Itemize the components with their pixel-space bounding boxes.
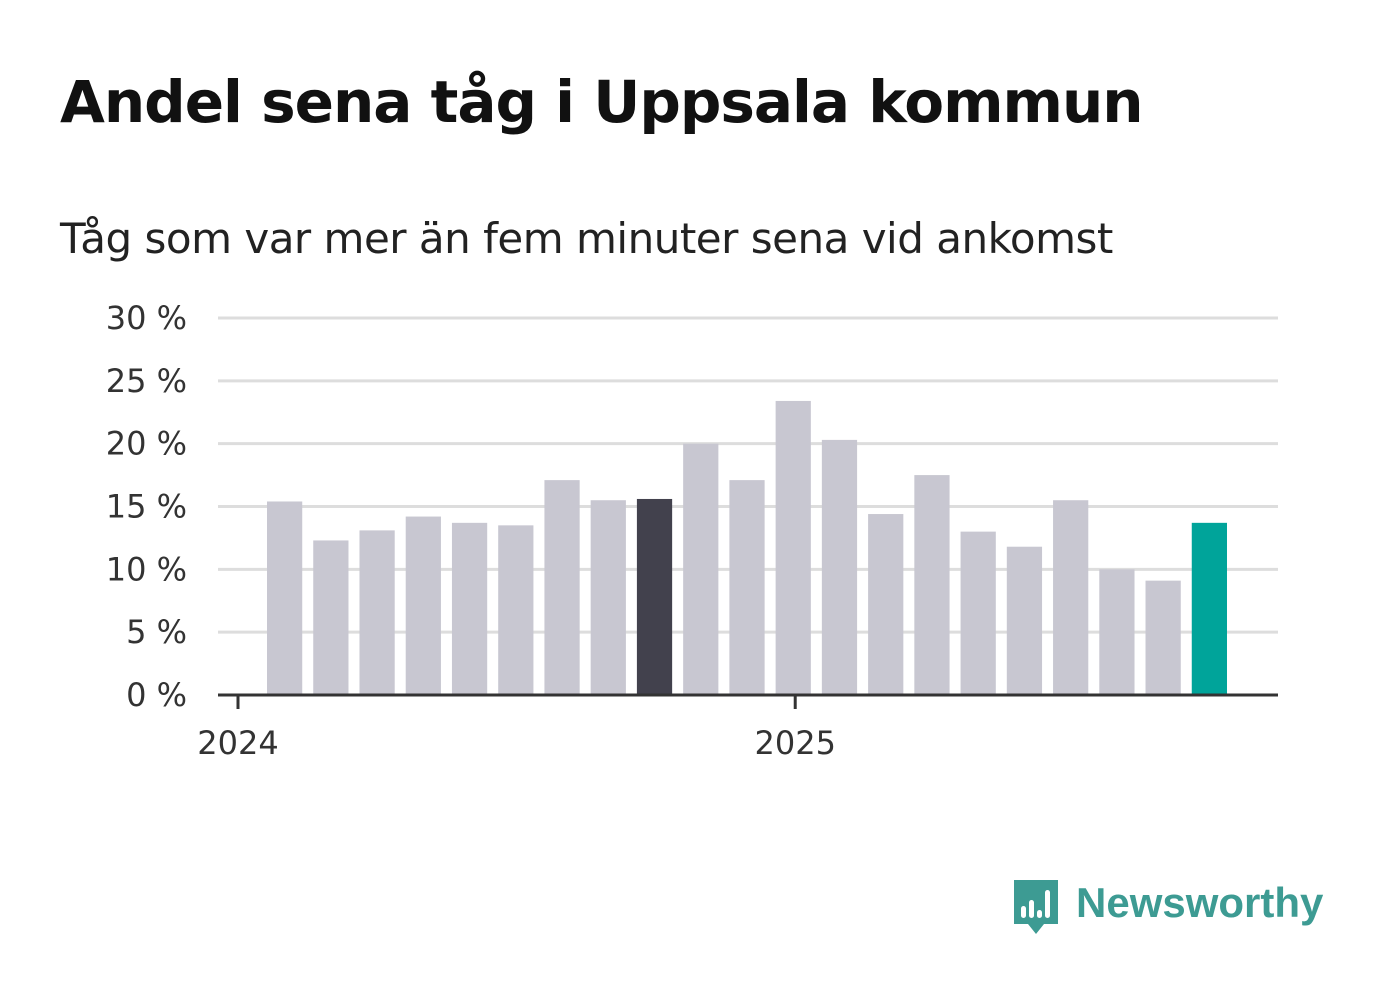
y-tick-label: 5 % — [126, 613, 187, 651]
bar-2025-05 — [1006, 546, 1043, 695]
x-axis — [218, 693, 1278, 709]
bar-2025-03 — [914, 475, 950, 695]
x-axis-tick-labels: 2024 2025 — [197, 724, 836, 762]
bar-2024-05 — [451, 522, 488, 695]
bar-2024-09 — [636, 498, 673, 695]
bar-2025-08 — [1145, 580, 1181, 695]
bar-2025-02 — [868, 514, 904, 695]
bar-2024-01 — [267, 501, 303, 695]
newsworthy-logo: Newsworthy — [1010, 876, 1323, 940]
bar-2024-12 — [775, 400, 811, 695]
bar-2024-04 — [405, 516, 441, 695]
x-tick-label-2025: 2025 — [754, 724, 835, 762]
bar-2025-04 — [960, 531, 996, 695]
chart-subtitle: Tåg som var mer än fem minuter sena vid … — [60, 214, 1113, 263]
bar-2025-07 — [1099, 569, 1135, 695]
y-tick-label: 15 % — [106, 488, 187, 526]
bar-2024-10 — [683, 443, 719, 695]
y-tick-label: 0 % — [126, 676, 187, 714]
bar-2024-02 — [313, 540, 349, 695]
bar-2024-03 — [359, 530, 395, 695]
bar-2024-11 — [729, 480, 765, 695]
y-tick-label: 20 % — [106, 425, 187, 463]
chart-title: Andel sena tåg i Uppsala kommun — [60, 68, 1144, 136]
bar-chart: 0 % 5 % 10 % 15 % 20 % 25 % 30 % 2024 2025 — [106, 299, 1278, 762]
y-axis-tick-labels: 0 % 5 % 10 % 15 % 20 % 25 % 30 % — [106, 299, 187, 714]
bar-2024-08 — [590, 500, 626, 695]
x-tick-label-2024: 2024 — [197, 724, 278, 762]
bar-2025-09 — [1191, 522, 1227, 695]
newsworthy-logo-text: Newsworthy — [1076, 879, 1324, 926]
bar-2024-07 — [544, 480, 580, 695]
bar-2024-06 — [498, 525, 534, 695]
y-tick-label: 30 % — [106, 299, 187, 337]
newsworthy-logo-icon — [1014, 880, 1058, 934]
bar-2025-06 — [1053, 500, 1089, 695]
bars — [267, 400, 1227, 695]
bar-2025-01 — [821, 439, 858, 695]
y-tick-label: 25 % — [106, 362, 187, 400]
y-tick-label: 10 % — [106, 550, 187, 588]
